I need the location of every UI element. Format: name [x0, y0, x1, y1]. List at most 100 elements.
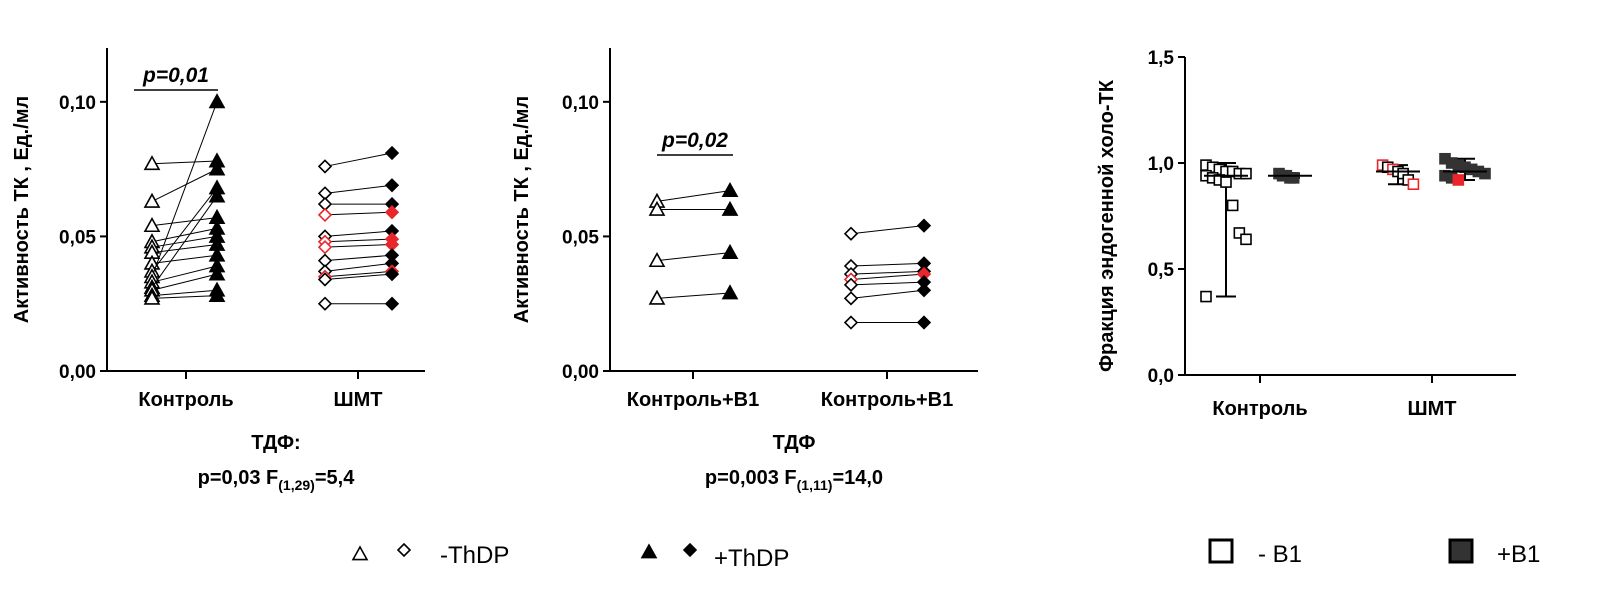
- significance-label: p=0,01: [142, 64, 209, 87]
- point-after: [208, 286, 226, 303]
- panel-b-tk-activity-b1: 0,00 0,05 0,10 Активность ТК , Ед./мл Контро…: [511, 48, 978, 493]
- pair-line: [151, 195, 218, 288]
- legend-label-minus-thdp: -ThDP: [440, 542, 509, 569]
- pair-line: [151, 289, 218, 297]
- pair-line: [151, 265, 218, 283]
- point-after: [721, 243, 739, 259]
- point-before: [648, 289, 666, 305]
- pair-line: [151, 227, 218, 243]
- stats-title: ТДФ: [773, 432, 816, 454]
- legend-open-triangle: [351, 545, 369, 561]
- y-tick-label: 1,0: [1148, 154, 1174, 175]
- data-point: [1452, 174, 1465, 186]
- point-before: [648, 251, 666, 268]
- point-before: [143, 289, 161, 305]
- pair-line: [151, 160, 218, 165]
- y-axis-label: Активность ТК , Ед./мл: [511, 96, 533, 323]
- point-before: [317, 159, 333, 174]
- data-point: [1240, 233, 1252, 246]
- point-before: [843, 291, 859, 306]
- pair-line: [151, 101, 218, 277]
- point-after: [208, 160, 226, 176]
- y-tick-label: 0,0: [1148, 366, 1174, 387]
- point-after: [721, 200, 739, 216]
- point-before: [317, 240, 333, 255]
- pair-line: [324, 270, 393, 278]
- point-before: [317, 207, 333, 223]
- point-after: [384, 205, 400, 220]
- pair-line: [324, 262, 393, 272]
- point-after: [721, 182, 739, 198]
- x-tick-label: Контроль: [1212, 398, 1307, 420]
- x-tick-label: Контроль: [138, 389, 233, 411]
- y-tick-label: 0,00: [59, 362, 96, 383]
- legend-filled-square: [1448, 538, 1474, 564]
- significance-label: p=0,02: [661, 129, 728, 152]
- data-point: [1226, 199, 1239, 212]
- y-axis-label: Фракция эндогенной холо-ТК: [1096, 79, 1118, 372]
- point-after: [208, 187, 226, 203]
- pair-line: [151, 168, 218, 202]
- pair-line: [324, 184, 393, 194]
- point-after: [916, 218, 932, 233]
- x-tick-label: Контроль+В1: [627, 389, 759, 411]
- x-tick-label: Контроль+В1: [821, 389, 953, 411]
- data-point: [1479, 167, 1491, 180]
- data-point: [1287, 172, 1300, 184]
- pair-line: [656, 190, 731, 202]
- point-after: [384, 296, 400, 311]
- pair-line: [850, 270, 925, 275]
- pair-line: [850, 262, 925, 267]
- point-before: [317, 272, 333, 287]
- legend-open-square: [1208, 538, 1234, 564]
- panel-a-tk-activity: 0,00 0,05 0,10 Активность ТК , Ед./мл Контро…: [11, 48, 425, 493]
- legend-open-diamond: [396, 542, 412, 558]
- legends: -ThDP +ThDP - B1 +B1: [351, 538, 1540, 572]
- pair-line: [324, 254, 393, 262]
- point-before: [843, 226, 859, 241]
- pair-line: [324, 243, 393, 248]
- point-after: [721, 284, 739, 300]
- pair-line: [324, 238, 393, 243]
- point-before: [843, 315, 859, 330]
- pair-line: [850, 289, 925, 299]
- pair-line: [656, 252, 731, 262]
- x-tick-label: ШМТ: [334, 389, 383, 411]
- legend-filled-triangle: [640, 543, 658, 559]
- point-after: [916, 315, 932, 330]
- point-before: [843, 277, 859, 292]
- x-tick-label: ШМТ: [1408, 398, 1457, 420]
- point-before: [143, 192, 161, 208]
- point-after: [208, 93, 226, 109]
- point-before: [143, 155, 161, 171]
- stats-result: p=0,03 F(1,29)=5,4: [198, 467, 356, 493]
- pair-line: [850, 281, 925, 286]
- pair-line: [656, 292, 731, 299]
- pair-line: [151, 217, 218, 227]
- y-tick-label: 0,10: [562, 93, 599, 114]
- pair-line: [151, 254, 218, 264]
- pair-line: [324, 230, 393, 237]
- data-point: [1220, 176, 1232, 188]
- point-before: [317, 296, 333, 311]
- pair-line: [151, 273, 218, 291]
- y-tick-label: 0,05: [59, 227, 96, 248]
- stats-result: p=0,003 F(1,11)=14,0: [705, 467, 883, 493]
- pair-line: [324, 152, 393, 167]
- legend-label-plus-b1: +B1: [1497, 541, 1540, 568]
- point-after: [384, 266, 400, 282]
- y-tick-label: 0,00: [562, 362, 599, 383]
- legend-filled-diamond: [682, 542, 698, 558]
- legend-label-minus-b1: - B1: [1258, 541, 1302, 568]
- point-after: [384, 178, 400, 193]
- y-tick-label: 0,10: [59, 93, 96, 114]
- point-after: [208, 265, 226, 281]
- pair-line: [324, 211, 393, 216]
- data-point: [1233, 227, 1246, 239]
- point-before: [143, 217, 161, 233]
- data-point: [1407, 178, 1420, 190]
- y-tick-label: 0,5: [1148, 260, 1175, 281]
- point-after: [916, 283, 932, 298]
- data-point: [1240, 167, 1252, 180]
- point-after: [384, 145, 400, 161]
